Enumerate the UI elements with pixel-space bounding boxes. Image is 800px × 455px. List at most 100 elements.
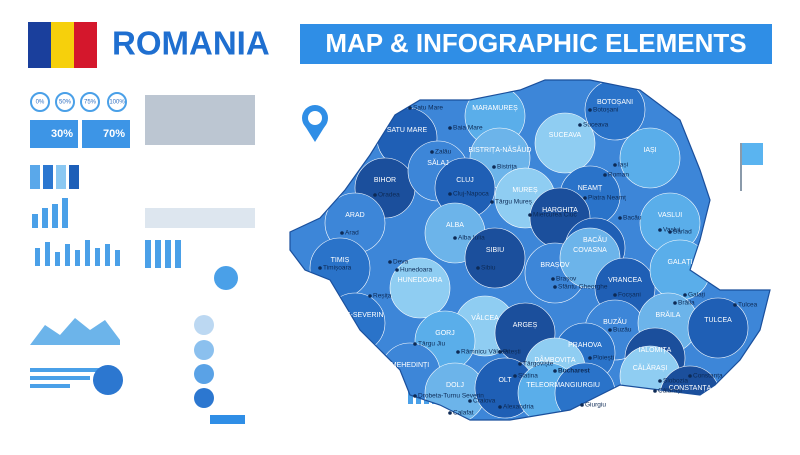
progress-circle [107, 92, 127, 112]
city-label: Râmnicu Vâlcea [461, 349, 509, 356]
city-label: Calafat [453, 410, 474, 417]
city-dot [588, 108, 592, 112]
county-label: GIURGIU [570, 382, 600, 389]
progress-label: 0% [36, 100, 45, 106]
city-dot [580, 403, 584, 407]
county-label: BOTOȘANI [597, 99, 633, 106]
city-dot [518, 362, 522, 366]
progress-label: 100% [109, 100, 125, 106]
county-label: IAȘI [643, 147, 656, 154]
city-dot [468, 399, 472, 403]
city-label: Slobozia [663, 378, 688, 385]
city-dot [658, 379, 662, 383]
city-dot [668, 230, 672, 234]
title: ROMANIA [112, 25, 270, 62]
city-dot [388, 260, 392, 264]
city-label: Slatina [518, 373, 538, 380]
city-dot [413, 394, 417, 398]
county-label: ARGEȘ [513, 322, 538, 329]
city-label: Alexandria [503, 404, 534, 411]
city-dot [588, 356, 592, 360]
city-label: Buzău [613, 327, 632, 334]
county-area [464, 227, 526, 289]
county-label: BRĂILA [656, 310, 681, 319]
city-dot [340, 231, 344, 235]
city-label: Alba Iulia [458, 235, 485, 242]
subtitle-banner [300, 24, 772, 64]
county-area [687, 297, 749, 359]
city-label: Hunedoara [400, 267, 433, 274]
city-label: Brașov [556, 276, 577, 283]
city-label: Iași [618, 162, 628, 169]
county-label: CĂLĂRAȘI [633, 363, 668, 372]
city-label: Ploiești [593, 355, 614, 362]
city-label: Zalău [435, 149, 452, 156]
county-label: BRAȘOV [540, 262, 570, 269]
county-label: VÂLCEA [471, 313, 499, 322]
city-label: Roman [608, 172, 629, 179]
city-dot [553, 285, 557, 289]
city-label: Suceava [583, 122, 609, 129]
city-label: Reșița [373, 293, 392, 300]
progress-label: 50% [59, 100, 72, 106]
county-label: NEAMȚ [578, 185, 603, 192]
county-area [534, 112, 596, 174]
city-label: Călărași [658, 388, 682, 395]
county-label: CONSTANȚA [669, 385, 712, 392]
progress-circle [80, 92, 100, 112]
city-label: Arad [345, 230, 359, 237]
county-label: HUNEDOARA [398, 277, 443, 284]
progress-circle [30, 92, 50, 112]
county-area [389, 257, 451, 319]
city-dot [448, 192, 452, 196]
county-label: CLUJ [456, 177, 474, 184]
county-area [324, 292, 386, 354]
city-dot [476, 266, 480, 270]
county-label: MUREȘ [512, 187, 538, 194]
city-dot [408, 106, 412, 110]
city-dot [578, 123, 582, 127]
city-label: Sfântu Gheorghe [558, 284, 608, 291]
city-label: Piatra Neamț [588, 195, 626, 202]
city-dot [373, 193, 377, 197]
city-dot [733, 303, 737, 307]
city-dot [448, 411, 452, 415]
city-dot [658, 228, 662, 232]
city-dot [553, 369, 557, 373]
county-label: GALAȚI [668, 259, 693, 266]
left-panel [30, 95, 763, 424]
city-label: Târgoviște [523, 361, 554, 368]
county-label: IALOMIȚA [639, 347, 672, 354]
city-label: Brăila [678, 300, 695, 307]
county-label: MEHEDINȚI [391, 362, 430, 369]
city-dot [613, 293, 617, 297]
progress-circle [55, 92, 75, 112]
city-label: Baia Mare [453, 125, 483, 132]
city-dot [413, 342, 417, 346]
county-label: DOLJ [446, 382, 464, 389]
gender-label: 70% [103, 128, 125, 140]
county-label: MARAMUREȘ [472, 105, 518, 112]
county-label: COVASNA [573, 247, 607, 254]
city-dot [688, 374, 692, 378]
county-label: BIHOR [374, 177, 396, 184]
city-label: Vaslui [663, 227, 680, 234]
county-label: TIMIȘ [331, 257, 350, 264]
city-label: Târgu Jiu [418, 341, 445, 348]
city-dot [603, 173, 607, 177]
city-label: Pitești [503, 349, 521, 356]
county-label: ALBA [446, 222, 464, 229]
county-label: TELEORMAN [526, 382, 570, 389]
county-label: BUZĂU [603, 317, 627, 326]
county-label: GORJ [435, 330, 454, 337]
city-label: Târgu Mureș [495, 199, 533, 206]
county-label: VASLUI [658, 212, 682, 219]
city-dot [513, 374, 517, 378]
county-area [619, 127, 681, 189]
county-label: ARAD [345, 212, 364, 219]
city-label: Miercurea Ciuc [533, 212, 577, 219]
city-dot [618, 216, 622, 220]
city-dot [608, 328, 612, 332]
city-dot [492, 165, 496, 169]
